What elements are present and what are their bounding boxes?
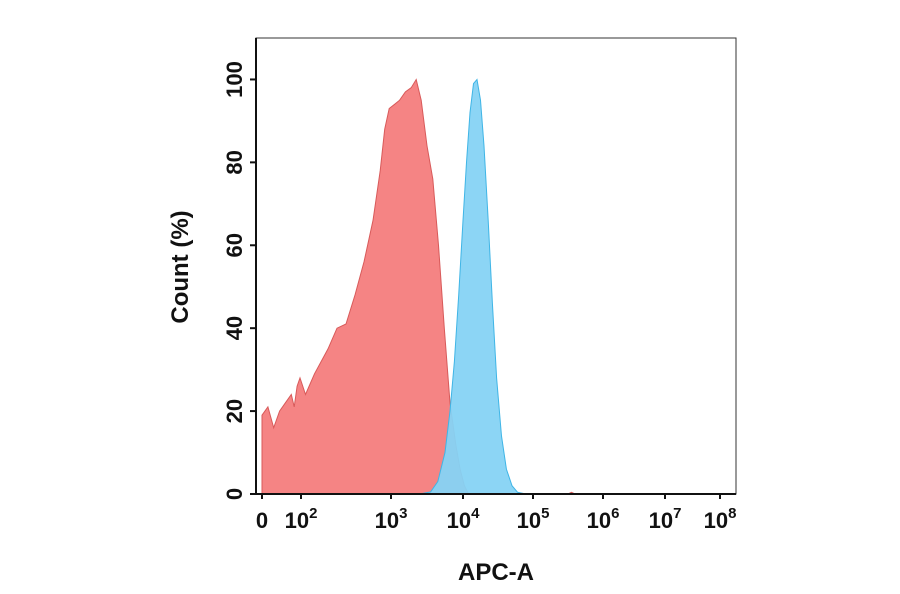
- y-tick-label-40: 40: [222, 316, 247, 340]
- y-tick-label-20: 20: [222, 399, 247, 423]
- x-tick-label-1: 102: [285, 505, 318, 533]
- y-tick-label-80: 80: [222, 150, 247, 174]
- y-tick-label-0: 0: [222, 488, 247, 500]
- x-tick-label-6: 107: [649, 505, 682, 533]
- y-tick-label-100: 100: [222, 61, 247, 98]
- x-tick-label-7: 108: [704, 505, 737, 533]
- x-axis-title: APC-A: [458, 559, 534, 586]
- x-tick-label-0: 0: [256, 508, 268, 533]
- histogram-series-2: [419, 78, 527, 495]
- y-axis-title: Count (%): [167, 210, 194, 323]
- axis-layer: 0 20 40 60 80 100 0 102 103 104 105 106 107 108: [222, 38, 736, 533]
- x-tick-label-2: 103: [375, 505, 408, 533]
- x-tick-label-5: 106: [587, 505, 620, 533]
- y-tick-label-60: 60: [222, 233, 247, 257]
- x-tick-label-3: 104: [447, 505, 480, 533]
- series-layer: [261, 78, 576, 495]
- x-tick-label-4: 105: [517, 505, 550, 533]
